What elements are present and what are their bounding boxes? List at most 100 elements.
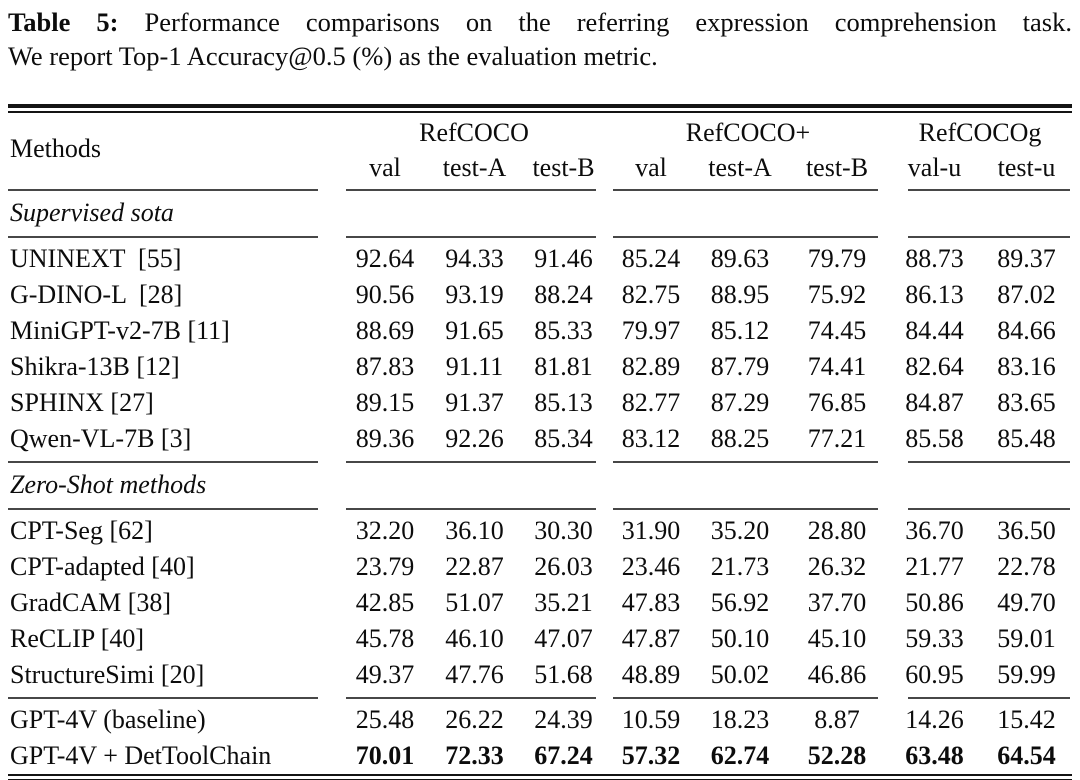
rule-segment	[340, 504, 608, 513]
metric-value: 26.03	[534, 552, 593, 581]
method-name: StructureSimi [20]	[10, 660, 205, 689]
metric-value: 87.29	[710, 388, 770, 417]
metric-value: 83.65	[997, 388, 1056, 417]
method-name: CPT-adapted [40]	[10, 552, 195, 581]
rule-segment	[608, 185, 888, 194]
metric-value: 45.78	[355, 624, 415, 653]
rule-segment	[340, 693, 608, 702]
table-row: StructureSimi [20] 49.37 47.76 51.68 48.89 50…	[8, 657, 1072, 693]
metric-value: 35.21	[534, 588, 593, 617]
metric-value: 36.70	[905, 516, 964, 545]
metric-value: 79.97	[621, 316, 681, 345]
metric-value: 21.73	[710, 552, 770, 581]
metric-value: 76.85	[807, 388, 867, 417]
rule-segment	[608, 232, 888, 241]
metric-value: 49.37	[355, 660, 415, 689]
caption-text-2: We report Top-1 Accuracy@0.5 (%) as the …	[8, 41, 658, 71]
table-row: Shikra-13B [12] 87.83 91.11 81.81 82.89 87.79…	[8, 349, 1072, 385]
col-header-refcocop-test-a: test-A	[708, 153, 772, 182]
table-caption: Table 5: Performance comparisons on the …	[8, 6, 1072, 73]
table-body: Supervised sota UNINEXT [55] 92.64 94.33 91.…	[8, 185, 1072, 774]
metric-value: 62.74	[710, 741, 770, 770]
metric-value: 64.54	[997, 741, 1056, 770]
results-table: Methods RefCOCO RefCOCO+ RefCOCOg val te…	[8, 113, 1072, 774]
rule-segment	[888, 185, 1072, 194]
metric-value: 72.33	[445, 741, 504, 770]
metric-value: 14.26	[905, 705, 964, 734]
metric-value: 23.46	[621, 552, 681, 581]
method-name: G-DINO-L [28]	[10, 280, 183, 309]
metric-value: 74.45	[807, 316, 867, 345]
metric-value: 85.33	[534, 316, 593, 345]
metric-value: 30.30	[534, 516, 593, 545]
metric-value: 47.83	[621, 588, 681, 617]
caption-text-1: Performance comparisons on the referring…	[144, 7, 1072, 37]
metric-value: 49.70	[997, 588, 1056, 617]
rule-segment	[888, 504, 1072, 513]
rule-row	[8, 504, 1072, 513]
method-name: Qwen-VL-7B [3]	[10, 424, 192, 453]
metric-value: 84.44	[905, 316, 964, 345]
metric-value: 18.23	[710, 705, 770, 734]
rule-segment	[608, 504, 888, 513]
metric-value: 25.48	[355, 705, 415, 734]
rule-segment	[8, 232, 340, 241]
metric-value: 59.33	[905, 624, 964, 653]
col-header-refcoco-test-b: test-B	[532, 153, 595, 182]
metric-value: 91.37	[445, 388, 504, 417]
metric-value: 15.42	[997, 705, 1056, 734]
metric-value: 81.81	[534, 352, 593, 381]
metric-value: 94.33	[445, 244, 504, 273]
metric-value: 77.21	[807, 424, 867, 453]
metric-value: 85.12	[710, 316, 770, 345]
metric-value: 86.13	[905, 280, 964, 309]
table-row: GradCAM [38] 42.85 51.07 35.21 47.83 56.92 37.…	[8, 585, 1072, 621]
metric-value: 60.95	[905, 660, 964, 689]
metric-value: 36.50	[997, 516, 1056, 545]
method-name: GPT-4V + DetToolChain	[10, 741, 272, 770]
metric-value: 10.59	[621, 705, 681, 734]
results-table-wrapper: Methods RefCOCO RefCOCO+ RefCOCOg val te…	[8, 104, 1072, 780]
metric-value: 87.02	[997, 280, 1056, 309]
rule-segment	[608, 693, 888, 702]
metric-value: 23.79	[355, 552, 415, 581]
metric-value: 37.70	[807, 588, 867, 617]
metric-value: 92.64	[355, 244, 415, 273]
metric-value: 88.24	[534, 280, 593, 309]
rule-segment	[8, 457, 340, 466]
metric-value: 47.76	[445, 660, 504, 689]
caption-line-2: We report Top-1 Accuracy@0.5 (%) as the …	[8, 39, 1072, 73]
col-header-refcoco-val: val	[369, 153, 401, 182]
section-title: Zero-Shot methods	[10, 470, 207, 499]
metric-value: 8.87	[814, 705, 860, 734]
group-header-refcoco-plus: RefCOCO+	[685, 118, 811, 147]
section-row: Zero-Shot methods	[8, 466, 1072, 504]
metric-value: 93.19	[445, 280, 504, 309]
metric-value: 32.20	[355, 516, 415, 545]
metric-value: 74.41	[807, 352, 867, 381]
method-name: Shikra-13B [12]	[10, 352, 180, 381]
col-header-refcocop-val: val	[635, 153, 667, 182]
metric-value: 91.65	[445, 316, 504, 345]
metric-value: 89.15	[355, 388, 415, 417]
method-name: CPT-Seg [62]	[10, 516, 153, 545]
rule-segment	[8, 185, 340, 194]
rule-segment	[888, 457, 1072, 466]
col-header-refcocog-val-u: val-u	[907, 153, 962, 182]
table-row: ReCLIP [40] 45.78 46.10 47.07 47.87 50.10 45.1…	[8, 621, 1072, 657]
metric-value: 85.13	[534, 388, 593, 417]
rule-segment	[608, 457, 888, 466]
methods-column-header: Methods	[10, 134, 101, 163]
metric-value: 63.48	[905, 741, 964, 770]
col-header-refcoco-test-a: test-A	[442, 153, 507, 182]
metric-value: 56.92	[710, 588, 770, 617]
header-subcolumn-row: val test-A test-B val test-A test-B val-…	[8, 151, 1072, 185]
caption-line-1: Table 5: Performance comparisons on the …	[8, 6, 1072, 39]
metric-value: 85.24	[621, 244, 681, 273]
table-row: SPHINX [27] 89.15 91.37 85.13 82.77 87.29 76.8…	[8, 385, 1072, 421]
method-name: GradCAM [38]	[10, 588, 172, 617]
metric-value: 84.66	[997, 316, 1056, 345]
table-row: MiniGPT-v2-7B [11] 88.69 91.65 85.33 79.97 85…	[8, 313, 1072, 349]
metric-value: 67.24	[534, 741, 593, 770]
